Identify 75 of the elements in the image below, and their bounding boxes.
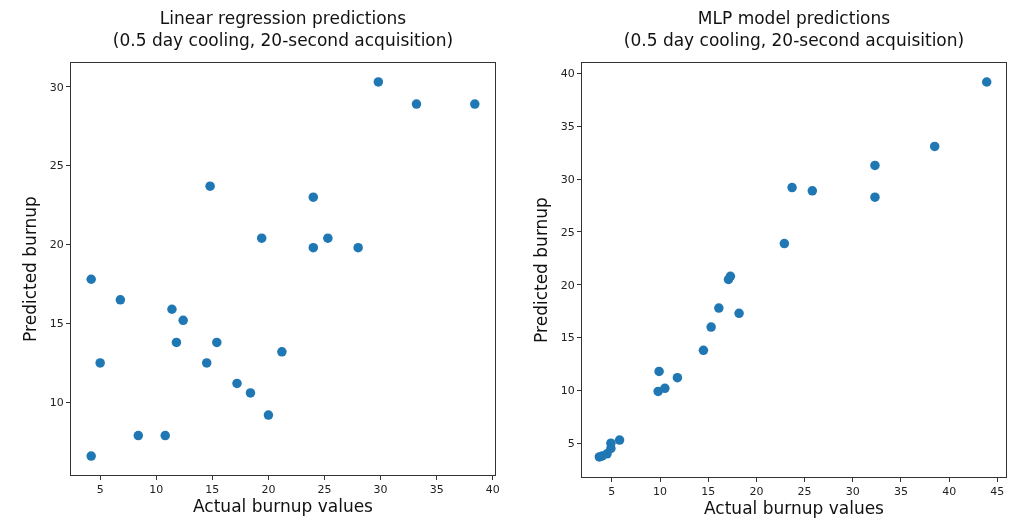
point <box>698 345 709 356</box>
point <box>779 238 790 249</box>
point <box>714 303 724 313</box>
point <box>870 160 880 171</box>
y-tick-label: 30 <box>49 80 64 94</box>
x-tick-label: 35 <box>429 483 444 497</box>
point <box>256 233 267 243</box>
point <box>734 308 744 319</box>
point <box>263 410 274 420</box>
x-tick-label: 20 <box>261 483 276 497</box>
point <box>308 242 319 253</box>
point <box>929 141 940 152</box>
chart-title: MLP model predictions (0.5 day cooling, 20-second acquisition) <box>623 7 965 50</box>
point <box>86 274 96 285</box>
point <box>672 372 683 383</box>
y-tick-label: 5 <box>567 437 575 451</box>
point <box>373 77 384 87</box>
y-tick-label: 30 <box>560 173 575 187</box>
chart-title: Linear regression predictions (0.5 day cooling, 20-second acquisition) <box>112 7 454 50</box>
point <box>212 337 222 348</box>
point <box>807 186 818 196</box>
y-tick-label: 15 <box>49 317 64 331</box>
point <box>277 347 287 357</box>
point <box>706 322 716 332</box>
x-tick-label: 35 <box>893 485 908 499</box>
x-tick-label: 45 <box>990 485 1005 499</box>
point <box>245 388 256 398</box>
point <box>353 242 363 253</box>
x-tick-label: 40 <box>942 485 957 499</box>
x-tick-label: 40 <box>485 483 500 497</box>
point <box>133 430 144 441</box>
y-tick-label: 10 <box>49 396 64 410</box>
x-axis-title: Actual burnup values <box>193 496 374 517</box>
x-tick-label: 30 <box>845 485 860 499</box>
y-tick-label: 20 <box>560 278 575 292</box>
point <box>323 233 333 243</box>
point <box>201 358 212 368</box>
point <box>654 366 664 377</box>
point <box>787 182 797 193</box>
x-axis-title: Actual burnup values <box>704 498 885 519</box>
point <box>178 315 188 326</box>
point <box>205 181 215 191</box>
point <box>470 99 480 109</box>
point <box>115 295 126 305</box>
x-tick-label: 10 <box>149 483 164 497</box>
y-tick-label: 20 <box>49 238 64 252</box>
x-tick-label: 25 <box>317 483 332 497</box>
point <box>308 192 319 202</box>
point <box>981 77 992 87</box>
point <box>660 383 670 394</box>
y-tick-label: 15 <box>560 331 575 345</box>
y-tick-label: 25 <box>560 225 575 239</box>
y-axis-title: Predicted burnup <box>531 197 552 343</box>
point <box>167 304 177 314</box>
point <box>171 337 182 348</box>
y-tick-label: 25 <box>49 159 64 173</box>
point <box>86 451 96 461</box>
x-tick-label: 15 <box>701 485 716 499</box>
point <box>160 430 170 441</box>
point <box>232 378 242 389</box>
point <box>95 358 105 368</box>
x-tick-label: 15 <box>205 483 220 497</box>
x-tick-label: 30 <box>373 483 388 497</box>
point <box>870 192 880 202</box>
x-tick-label: 5 <box>608 485 616 499</box>
point <box>614 435 625 445</box>
y-tick-label: 35 <box>560 120 575 134</box>
y-tick-label: 40 <box>560 67 575 81</box>
x-tick-label: 20 <box>749 485 764 499</box>
x-tick-label: 5 <box>96 483 104 497</box>
x-tick-label: 25 <box>797 485 812 499</box>
point <box>411 99 422 109</box>
y-tick-label: 10 <box>560 384 575 398</box>
y-axis-title: Predicted burnup <box>20 196 41 342</box>
x-tick-label: 10 <box>653 485 668 499</box>
